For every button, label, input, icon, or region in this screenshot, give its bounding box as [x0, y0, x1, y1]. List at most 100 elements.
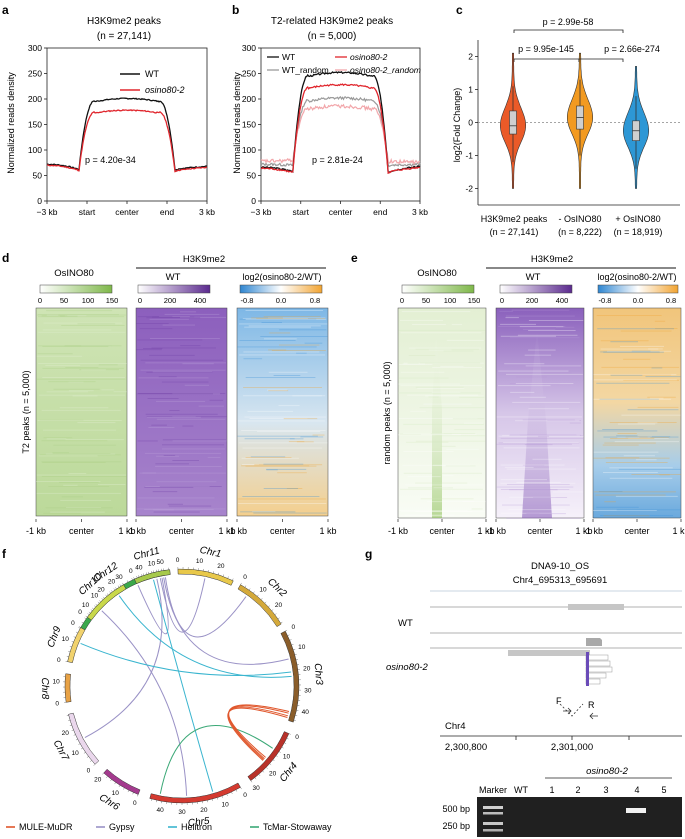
- heatmap-streak: [149, 318, 189, 320]
- chromosome-scale-label: 30: [115, 574, 123, 581]
- heatmap-streak: [61, 496, 83, 498]
- chromosome-tick: [133, 577, 135, 580]
- heatmap-streak: [137, 316, 173, 318]
- panel-g-gel-lane-label: 1: [549, 785, 554, 795]
- panel-g-arrow-reverse-icon: [589, 712, 598, 720]
- heatmap-streak: [156, 481, 217, 483]
- panel-c-bracket-left: [513, 58, 580, 62]
- heatmap-streak: [244, 438, 295, 440]
- heatmap-streak: [415, 386, 464, 388]
- heatmap-streak: [53, 388, 100, 390]
- chromosome-scale-label: 10: [259, 587, 267, 594]
- heatmap-streak: [428, 349, 452, 351]
- heatmap-streak: [152, 491, 178, 493]
- panel-c-group-2: - OsINO80: [558, 214, 601, 224]
- panel-e-scale-wt-2: 400: [556, 296, 569, 305]
- panel-d-title-log: log2(osino80-2/WT): [242, 272, 321, 282]
- heatmap-streak: [400, 371, 445, 373]
- panel-e-h3k9-header: H3K9me2: [531, 254, 573, 265]
- heatmap-streak: [46, 310, 113, 312]
- heatmap-streak: [41, 315, 65, 317]
- chromosome-tick: [284, 742, 287, 744]
- heatmap-streak: [415, 482, 468, 484]
- chromosome-tick: [253, 591, 255, 594]
- heatmap-streak: [273, 375, 301, 376]
- heatmap-streak: [242, 496, 320, 497]
- heatmap-streak: [45, 507, 113, 509]
- chromosome-tick: [75, 738, 78, 741]
- heatmap-streak: [631, 474, 681, 475]
- heatmap-streak: [519, 396, 546, 398]
- heatmap-streak: [151, 424, 167, 426]
- panel-e-colorbar-log: [597, 284, 679, 294]
- panel-g-marker-band-4: [483, 829, 503, 832]
- heatmap-streak: [151, 347, 216, 349]
- heatmap-streak: [42, 462, 106, 463]
- heatmap-streak: [524, 354, 552, 356]
- heatmap-streak: [268, 349, 287, 351]
- heatmap-streak: [242, 464, 259, 465]
- heatmap-streak: [593, 510, 657, 511]
- heatmap-streak: [403, 433, 444, 434]
- chromosome-tick: [281, 746, 284, 749]
- heatmap-streak: [38, 345, 112, 347]
- heatmap-streak: [600, 348, 659, 350]
- heatmap-streak: [407, 476, 441, 478]
- heatmap-streak: [66, 507, 102, 508]
- heatmap-streak: [519, 326, 564, 328]
- heatmap-streak: [43, 437, 73, 439]
- heatmap-streak: [525, 365, 582, 367]
- heatmap-streak: [509, 337, 580, 339]
- heatmap-streak: [428, 396, 439, 398]
- chromosome-scale-label: 10: [283, 754, 291, 761]
- panel-b-ytick-label: 50: [247, 171, 257, 181]
- heatmap-streak: [249, 418, 308, 419]
- panel-c-group-1-n: (n = 27,141): [490, 227, 539, 237]
- heatmap-streak: [509, 496, 556, 498]
- panel-c-ytick-label: -2: [465, 184, 473, 194]
- heatmap-streak: [497, 385, 551, 387]
- panel-f-legend-label: Gypsy: [109, 822, 135, 832]
- panel-e-row-label: random peaks (n = 5,000): [382, 361, 392, 464]
- heatmap-streak: [400, 488, 483, 490]
- heatmap-streak: [623, 358, 651, 360]
- heatmap-streak: [506, 468, 576, 470]
- heatmap-streak: [296, 352, 307, 354]
- heatmap-streak: [156, 400, 206, 402]
- heatmap-streak: [415, 348, 479, 350]
- heatmap-streak: [243, 358, 263, 360]
- panel-e-xtick-label: 1 kb: [575, 526, 592, 536]
- chromosome-tick: [115, 587, 117, 590]
- chromosome-tick: [217, 572, 219, 575]
- heatmap-streak: [517, 334, 578, 336]
- heatmap-streak: [245, 318, 327, 320]
- heatmap-streak: [209, 399, 224, 401]
- heatmap-streak: [547, 420, 581, 421]
- panel-e-xtick-label: 1 kb: [672, 526, 685, 536]
- chromosome-tick: [258, 774, 261, 776]
- heatmap-streak: [238, 503, 327, 504]
- chromosome-tick: [81, 621, 84, 624]
- chromosome-scale-label: 0: [71, 620, 75, 627]
- heatmap-streak: [400, 511, 486, 513]
- panel-b-axes: 0 50 100 150 200 250 300 −3 kb start center end 3 k…: [242, 43, 428, 217]
- chromosome-scale-label: 0: [57, 657, 61, 664]
- heatmap-streak: [505, 315, 575, 317]
- heatmap-streak: [136, 393, 213, 395]
- heatmap-streak: [36, 378, 126, 380]
- heatmap-streak: [596, 315, 662, 316]
- heatmap-streak: [419, 362, 481, 364]
- chromosome-tick: [95, 603, 98, 606]
- heatmap-streak: [245, 465, 317, 467]
- panel-d: d H3K9me2 OsINO80 WT log2(osino80-2/WT) …: [2, 251, 337, 536]
- heatmap-streak: [48, 381, 96, 383]
- panel-e-scale-osino80-3: 150: [468, 296, 481, 305]
- panel-g-primer-dashes: [559, 703, 584, 717]
- heatmap-streak: [149, 354, 195, 356]
- panel-a-ytick-label: 200: [28, 94, 42, 104]
- panel-d-xtick-label: 1 kb: [218, 526, 235, 536]
- heatmap-streak: [40, 454, 121, 456]
- heatmap-streak: [260, 336, 328, 337]
- panel-b-ytick-label: 200: [242, 94, 256, 104]
